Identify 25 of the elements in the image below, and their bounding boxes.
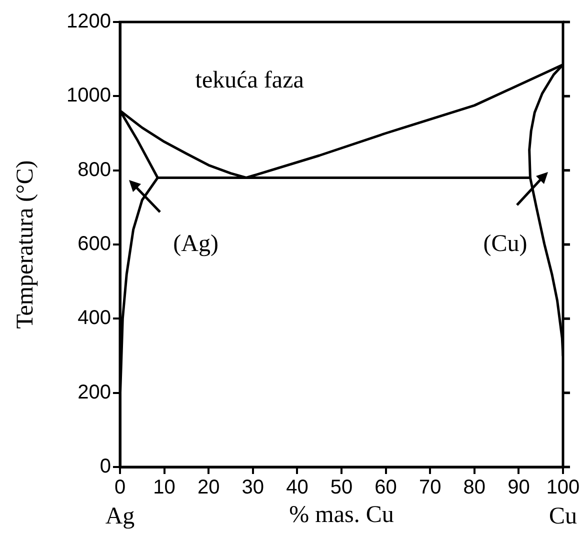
- y-tick-label: 1000: [66, 84, 111, 107]
- y-tick-label: 400: [78, 307, 111, 330]
- x-tick-label: 90: [508, 476, 530, 499]
- text: Cu: [548, 503, 578, 530]
- x-tick-label: 10: [153, 476, 176, 499]
- x-tick-label: 20: [197, 476, 220, 499]
- x-tick-label: 70: [418, 476, 442, 499]
- y-tick-label: 800: [78, 158, 111, 181]
- annotation: (Cu): [483, 230, 528, 257]
- x-tick-label: 30: [242, 476, 264, 499]
- y-tick-label: 600: [78, 233, 111, 256]
- x-tick-label: 40: [286, 476, 308, 499]
- x-tick-label: 100: [546, 476, 580, 499]
- y-axis-title: Temperatura (°C): [12, 160, 39, 329]
- x-tick-label: 80: [463, 476, 486, 499]
- annotation: (Ag): [173, 230, 218, 257]
- text: Ag: [105, 503, 135, 530]
- annotation: tekuća faza: [195, 68, 304, 94]
- x-tick-label: 50: [330, 476, 353, 499]
- x-tick-label: 0: [114, 476, 126, 499]
- x-axis-title: % mas. Cu: [289, 502, 394, 528]
- y-tick-label: 1200: [66, 10, 111, 33]
- y-tick-label: 0: [100, 456, 111, 478]
- x-tick-label: 60: [374, 476, 397, 499]
- y-tick-label: 200: [78, 381, 111, 404]
